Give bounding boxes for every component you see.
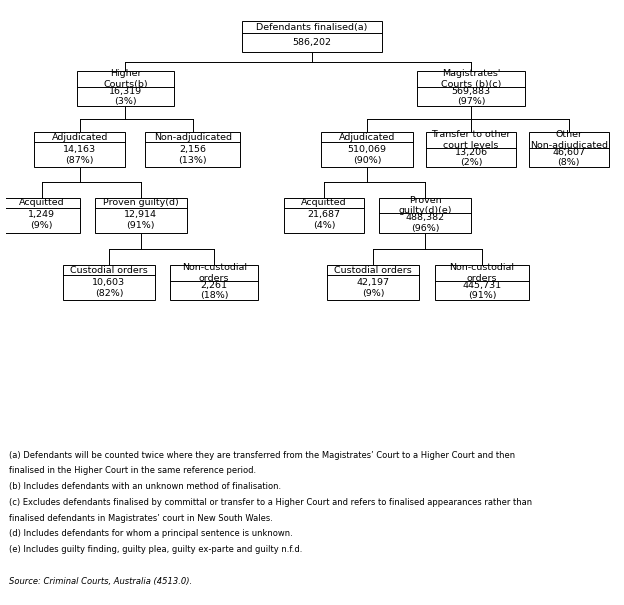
FancyBboxPatch shape [285, 198, 364, 232]
Text: Custodial orders: Custodial orders [70, 266, 148, 275]
Text: Higher
Courts(b): Higher Courts(b) [103, 69, 148, 89]
FancyBboxPatch shape [4, 198, 80, 232]
FancyBboxPatch shape [379, 198, 471, 232]
Text: Non-adjudicated: Non-adjudicated [154, 133, 232, 142]
Text: 14,163
(87%): 14,163 (87%) [63, 145, 96, 165]
FancyBboxPatch shape [529, 132, 608, 167]
FancyBboxPatch shape [77, 71, 175, 106]
Text: (e) Includes guilty finding, guilty plea, guilty ex-parte and guilty n.f.d.: (e) Includes guilty finding, guilty plea… [9, 545, 303, 554]
Text: Adjudicated: Adjudicated [51, 133, 108, 142]
Text: 510,069
(90%): 510,069 (90%) [348, 145, 386, 165]
Text: 569,883
(97%): 569,883 (97%) [451, 87, 490, 106]
Text: 42,197
(9%): 42,197 (9%) [357, 278, 389, 298]
Text: 1,249
(9%): 1,249 (9%) [28, 211, 55, 230]
Text: 445,731
(91%): 445,731 (91%) [462, 281, 502, 300]
Text: Source: Criminal Courts, Australia (4513.0).: Source: Criminal Courts, Australia (4513… [9, 577, 192, 586]
Text: (a) Defendants will be counted twice where they are transferred from the Magistr: (a) Defendants will be counted twice whe… [9, 451, 515, 460]
Text: 488,382
(96%): 488,382 (96%) [406, 213, 445, 233]
Text: Adjudicated: Adjudicated [339, 133, 395, 142]
Text: Acquitted: Acquitted [301, 198, 347, 207]
Text: 13,206
(2%): 13,206 (2%) [454, 148, 487, 168]
Text: 46,607
(8%): 46,607 (8%) [552, 148, 585, 168]
Text: 586,202: 586,202 [293, 38, 331, 47]
Text: Defendants finalised(a): Defendants finalised(a) [256, 23, 368, 32]
FancyBboxPatch shape [170, 265, 258, 300]
Text: 2,261
(18%): 2,261 (18%) [200, 281, 228, 300]
FancyBboxPatch shape [95, 198, 187, 232]
FancyBboxPatch shape [34, 132, 125, 167]
Text: (c) Excludes defendants finalised by committal or transfer to a Higher Court and: (c) Excludes defendants finalised by com… [9, 498, 532, 507]
Text: (d) Includes defendants for whom a principal sentence is unknown.: (d) Includes defendants for whom a princ… [9, 529, 293, 538]
Text: Non-custodial
orders: Non-custodial orders [449, 263, 515, 283]
Text: 10,603
(82%): 10,603 (82%) [92, 278, 125, 298]
Text: finalised defendants in Magistrates’ court in New South Wales.: finalised defendants in Magistrates’ cou… [9, 514, 273, 523]
Text: Magistrates'
Courts (b)(c): Magistrates' Courts (b)(c) [441, 69, 501, 89]
Text: 16,319
(3%): 16,319 (3%) [109, 87, 142, 106]
Text: Non-custodial
orders: Non-custodial orders [182, 263, 246, 283]
Text: 2,156
(13%): 2,156 (13%) [178, 145, 207, 165]
FancyBboxPatch shape [241, 21, 383, 52]
FancyBboxPatch shape [321, 132, 413, 167]
Text: Other
Non-adjudicated: Other Non-adjudicated [530, 130, 608, 150]
FancyBboxPatch shape [63, 265, 155, 300]
Text: Proven
guilty(d)(e): Proven guilty(d)(e) [398, 195, 452, 215]
Text: Transfer to other
court levels: Transfer to other court levels [431, 130, 510, 150]
Text: (b) Includes defendants with an unknown method of finalisation.: (b) Includes defendants with an unknown … [9, 482, 281, 491]
FancyBboxPatch shape [417, 71, 525, 106]
Text: Proven guilty(d): Proven guilty(d) [103, 198, 178, 207]
Text: 12,914
(91%): 12,914 (91%) [124, 211, 157, 230]
FancyBboxPatch shape [434, 265, 529, 300]
Text: 21,687
(4%): 21,687 (4%) [308, 211, 341, 230]
FancyBboxPatch shape [145, 132, 240, 167]
Text: Acquitted: Acquitted [19, 198, 64, 207]
FancyBboxPatch shape [327, 265, 419, 300]
FancyBboxPatch shape [426, 132, 516, 167]
Text: finalised in the Higher Court in the same reference period.: finalised in the Higher Court in the sam… [9, 466, 256, 476]
Text: Custodial orders: Custodial orders [334, 266, 412, 275]
